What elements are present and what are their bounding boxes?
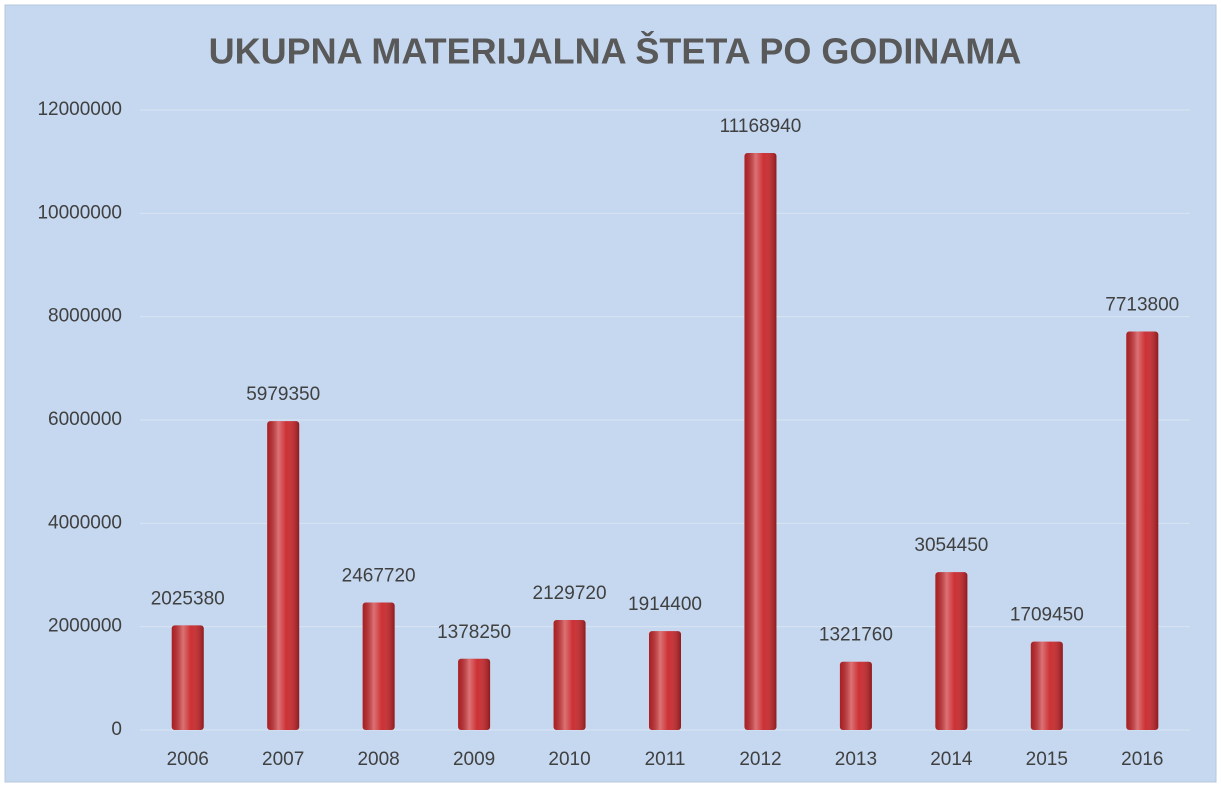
y-tick-label: 12000000 bbox=[37, 99, 122, 120]
x-tick-label: 2008 bbox=[357, 749, 399, 770]
bar-shine bbox=[649, 631, 681, 730]
y-tick-label: 0 bbox=[111, 719, 122, 740]
x-tick-label: 2012 bbox=[739, 749, 781, 770]
data-label: 7713800 bbox=[1105, 294, 1179, 315]
x-tick-label: 2016 bbox=[1121, 749, 1163, 770]
x-tick-label: 2013 bbox=[835, 749, 877, 770]
y-tick-label: 6000000 bbox=[48, 409, 122, 430]
y-tick-label: 2000000 bbox=[48, 616, 122, 637]
data-label: 11168940 bbox=[720, 116, 802, 137]
data-label: 3054450 bbox=[914, 535, 988, 556]
data-label: 2025380 bbox=[151, 588, 225, 609]
data-label: 2129720 bbox=[533, 583, 607, 604]
data-label: 1378250 bbox=[437, 622, 511, 643]
bar-shine bbox=[171, 625, 204, 730]
x-tick-label: 2010 bbox=[548, 749, 590, 770]
x-tick-label: 2009 bbox=[453, 749, 495, 770]
bar-shine bbox=[458, 658, 491, 730]
bar-shine bbox=[553, 619, 586, 730]
data-label: 1321760 bbox=[819, 625, 893, 646]
data-label: 5979350 bbox=[246, 384, 320, 405]
bar-shine bbox=[839, 661, 872, 730]
x-tick-label: 2007 bbox=[262, 749, 304, 770]
bar-shine bbox=[362, 602, 395, 730]
y-tick-label: 8000000 bbox=[48, 306, 122, 327]
y-tick-label: 4000000 bbox=[48, 512, 122, 533]
bar-shine bbox=[267, 421, 300, 730]
bar-shine bbox=[1030, 641, 1063, 730]
x-tick-label: 2015 bbox=[1026, 749, 1068, 770]
bar-shine bbox=[935, 572, 968, 730]
x-tick-label: 2011 bbox=[645, 749, 686, 770]
x-tick-label: 2014 bbox=[930, 749, 973, 770]
data-label: 2467720 bbox=[342, 566, 416, 587]
bar-shine bbox=[1126, 331, 1159, 730]
x-tick-label: 2006 bbox=[167, 749, 209, 770]
chart-background bbox=[4, 4, 1217, 783]
data-label: 1709450 bbox=[1010, 605, 1084, 626]
data-label: 1914400 bbox=[628, 594, 702, 615]
y-tick-label: 10000000 bbox=[37, 202, 122, 223]
bar-shine bbox=[744, 152, 777, 730]
chart-title: UKUPNA MATERIJALNA ŠTETA PO GODINAMA bbox=[209, 30, 1022, 72]
